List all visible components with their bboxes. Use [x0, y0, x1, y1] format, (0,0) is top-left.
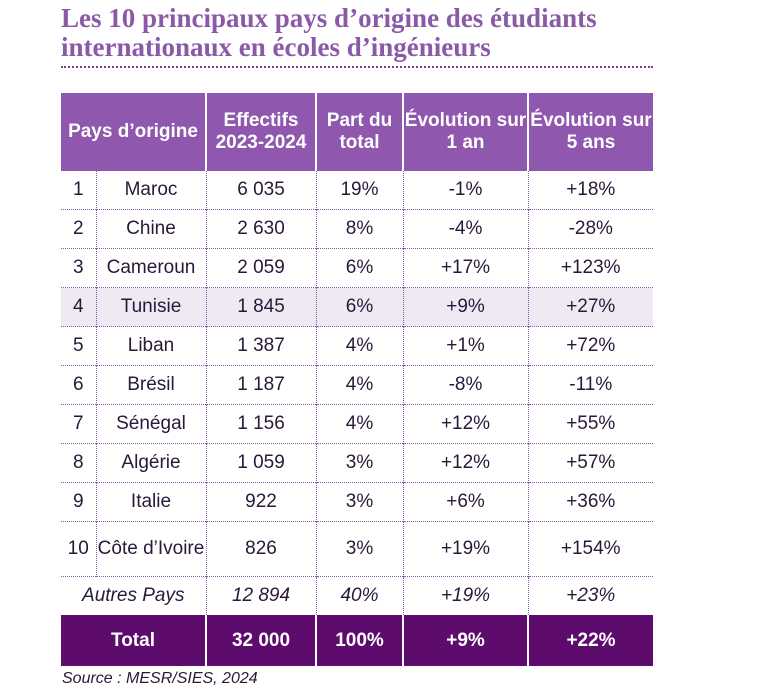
rank-cell: 10: [61, 521, 97, 577]
change-5y-cell: +18%: [528, 170, 653, 210]
change-1y-cell: +6%: [403, 482, 529, 522]
table-row: 2 Chine 2 630 8% -4% -28%: [61, 209, 653, 249]
enrollment-cell: 6 035: [206, 170, 317, 210]
country-cell: Chine: [96, 209, 207, 249]
country-cell: Cameroun: [96, 248, 207, 288]
change-1y-cell: +1%: [403, 326, 529, 366]
rank-cell: 9: [61, 482, 97, 522]
header-share: Part du total: [316, 93, 404, 171]
change-5y-cell: -11%: [528, 365, 653, 405]
table-row: 10 Côte d’Ivoire 826 3% +19% +154%: [61, 521, 653, 577]
header-enrollment: Effectifs 2023-2024: [206, 93, 317, 171]
ranking-table: Pays d’origine Effectifs 2023-2024 Part …: [61, 93, 653, 666]
share-cell: 40%: [316, 576, 404, 615]
page-title: Les 10 principaux pays d’origine des étu…: [61, 3, 597, 62]
header-change-1y: Évolution sur 1 an: [403, 93, 529, 171]
change-1y-cell: +9%: [403, 287, 529, 327]
share-cell: 8%: [316, 209, 404, 249]
enrollment-cell: 1 387: [206, 326, 317, 366]
share-cell: 6%: [316, 248, 404, 288]
enrollment-cell: 2 059: [206, 248, 317, 288]
table-row: 5 Liban 1 387 4% +1% +72%: [61, 326, 653, 366]
change-1y-cell: -1%: [403, 170, 529, 210]
table-row: 4 Tunisie 1 845 6% +9% +27%: [61, 287, 653, 327]
change-5y-cell: +55%: [528, 404, 653, 444]
total-row: Total 32 000 100% +9% +22%: [61, 615, 653, 666]
rank-cell: 5: [61, 326, 97, 366]
share-cell: 6%: [316, 287, 404, 327]
country-cell: Brésil: [96, 365, 207, 405]
rank-cell: 7: [61, 404, 97, 444]
change-1y-cell: +12%: [403, 443, 529, 483]
table-header-row: Pays d’origine Effectifs 2023-2024 Part …: [61, 93, 653, 171]
country-cell: Liban: [96, 326, 207, 366]
change-1y-cell: +19%: [403, 521, 529, 577]
table-row: 3 Cameroun 2 059 6% +17% +123%: [61, 248, 653, 288]
share-cell: 3%: [316, 482, 404, 522]
enrollment-cell: 12 894: [206, 576, 317, 615]
share-cell: 4%: [316, 326, 404, 366]
rank-cell: 6: [61, 365, 97, 405]
total-label: Total: [61, 615, 207, 666]
enrollment-cell: 1 187: [206, 365, 317, 405]
table-row: 9 Italie 922 3% +6% +36%: [61, 482, 653, 522]
change-5y-cell: +36%: [528, 482, 653, 522]
change-1y-cell: +17%: [403, 248, 529, 288]
table-row: 7 Sénégal 1 156 4% +12% +55%: [61, 404, 653, 444]
change-5y-cell: -28%: [528, 209, 653, 249]
rank-cell: 2: [61, 209, 97, 249]
other-countries-row: Autres Pays 12 894 40% +19% +23%: [61, 576, 653, 615]
change-5y-cell: +57%: [528, 443, 653, 483]
dotted-divider: [61, 66, 653, 68]
rank-cell: 1: [61, 170, 97, 210]
ranking-table-container: Pays d’origine Effectifs 2023-2024 Part …: [61, 93, 653, 666]
country-cell: Tunisie: [96, 287, 207, 327]
total-change-1y: +9%: [403, 615, 529, 666]
share-cell: 4%: [316, 365, 404, 405]
country-cell: Maroc: [96, 170, 207, 210]
rank-cell: 3: [61, 248, 97, 288]
share-cell: 19%: [316, 170, 404, 210]
country-cell: Algérie: [96, 443, 207, 483]
total-enrollment: 32 000: [206, 615, 317, 666]
enrollment-cell: 2 630: [206, 209, 317, 249]
header-change-5y: Évolution sur 5 ans: [528, 93, 653, 171]
change-5y-cell: +27%: [528, 287, 653, 327]
country-cell: Italie: [96, 482, 207, 522]
other-countries-label: Autres Pays: [61, 576, 207, 615]
enrollment-cell: 1 845: [206, 287, 317, 327]
change-5y-cell: +123%: [528, 248, 653, 288]
enrollment-cell: 1 059: [206, 443, 317, 483]
change-1y-cell: +12%: [403, 404, 529, 444]
change-1y-cell: -8%: [403, 365, 529, 405]
total-share: 100%: [316, 615, 404, 666]
share-cell: 3%: [316, 443, 404, 483]
source-note: Source : MESR/SIES, 2024: [62, 670, 258, 687]
change-1y-cell: -4%: [403, 209, 529, 249]
rank-cell: 4: [61, 287, 97, 327]
share-cell: 4%: [316, 404, 404, 444]
table-row: 1 Maroc 6 035 19% -1% +18%: [61, 170, 653, 210]
share-cell: 3%: [316, 521, 404, 577]
country-cell: Sénégal: [96, 404, 207, 444]
table-row: 6 Brésil 1 187 4% -8% -11%: [61, 365, 653, 405]
change-5y-cell: +72%: [528, 326, 653, 366]
rank-cell: 8: [61, 443, 97, 483]
change-5y-cell: +23%: [528, 576, 653, 615]
change-1y-cell: +19%: [403, 576, 529, 615]
enrollment-cell: 1 156: [206, 404, 317, 444]
table-row: 8 Algérie 1 059 3% +12% +57%: [61, 443, 653, 483]
country-cell: Côte d’Ivoire: [96, 521, 207, 577]
total-change-5y: +22%: [528, 615, 653, 666]
change-5y-cell: +154%: [528, 521, 653, 577]
enrollment-cell: 826: [206, 521, 317, 577]
enrollment-cell: 922: [206, 482, 317, 522]
header-country: Pays d’origine: [61, 93, 207, 171]
